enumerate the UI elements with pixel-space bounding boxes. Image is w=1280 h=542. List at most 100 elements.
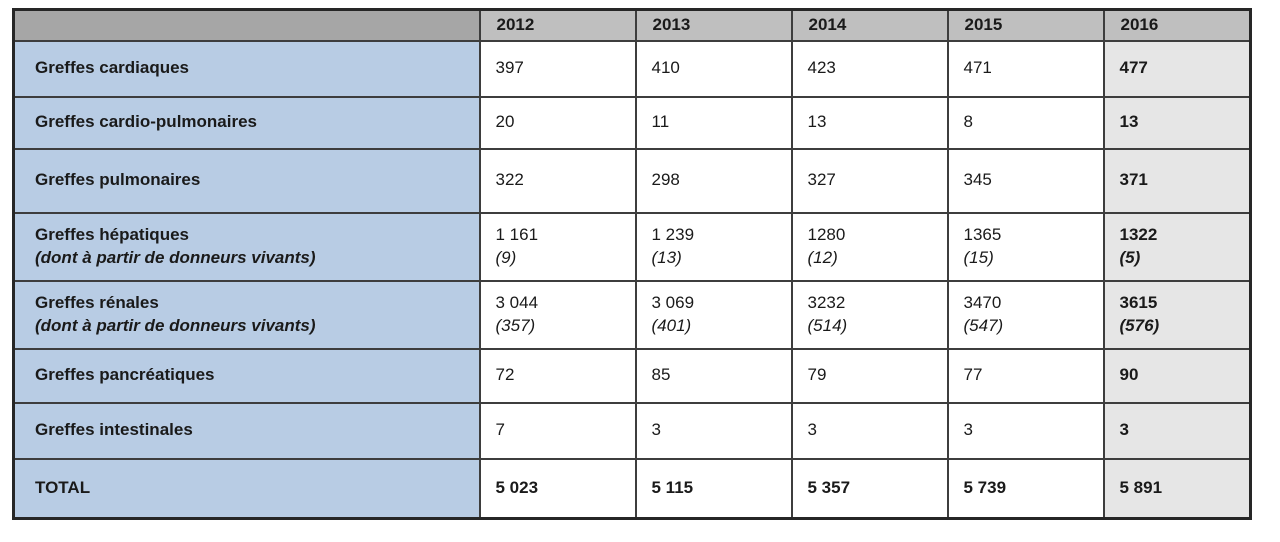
- value: 13: [807, 112, 827, 132]
- value: 85: [651, 365, 671, 385]
- row-label-cell: Greffes pulmonaires: [12, 147, 481, 214]
- value-cell: 3615 (576): [1102, 279, 1252, 350]
- row-label-cell: Greffes hépatiques (dont à partir de don…: [12, 211, 481, 282]
- value: 1 239: [651, 225, 695, 245]
- value-cell: 298: [634, 147, 793, 214]
- row-label: Greffes pancréatiques: [35, 365, 215, 385]
- value-cell: 13: [790, 95, 949, 150]
- row-label-cell: TOTAL: [12, 457, 481, 520]
- header-row: 2012 2013 2014 2015 2016: [12, 8, 1252, 42]
- row-label-cell: Greffes cardio-pulmonaires: [12, 95, 481, 150]
- row-label-cell: Greffes cardiaques: [12, 39, 481, 98]
- subvalue: (514): [807, 315, 848, 335]
- value: 11: [651, 112, 670, 132]
- value-cell: 77: [946, 347, 1105, 404]
- value-cell: 3: [790, 401, 949, 460]
- value-cell: 371: [1102, 147, 1252, 214]
- value-cell: 410: [634, 39, 793, 98]
- row-label-cell: Greffes rénales (dont à partir de donneu…: [12, 279, 481, 350]
- subvalue: (357): [495, 315, 536, 335]
- row-label-cell: Greffes pancréatiques: [12, 347, 481, 404]
- value: 327: [807, 170, 836, 190]
- value: 3: [1119, 420, 1129, 440]
- row-label: Greffes hépatiques: [35, 225, 189, 245]
- row-label: Greffes cardiaques: [35, 58, 190, 78]
- header-corner-cell: [12, 8, 481, 42]
- subvalue: (15): [963, 247, 994, 267]
- table-row-pancreatiques: Greffes pancréatiques 72 85 79 77 90: [12, 347, 1252, 404]
- value-cell: 322: [478, 147, 637, 214]
- value: 1322: [1119, 225, 1158, 245]
- row-label: TOTAL: [35, 478, 91, 498]
- value-cell: 90: [1102, 347, 1252, 404]
- value: 5 739: [963, 478, 1007, 498]
- value: 13: [1119, 112, 1139, 132]
- value: 3 044: [495, 293, 539, 313]
- row-sublabel: (dont à partir de donneurs vivants): [35, 315, 316, 335]
- value: 3 069: [651, 293, 695, 313]
- value: 8: [963, 112, 973, 132]
- value: 471: [963, 58, 992, 78]
- subvalue: (9): [495, 247, 517, 267]
- value-cell: 423: [790, 39, 949, 98]
- value-cell: 1365 (15): [946, 211, 1105, 282]
- row-label: Greffes intestinales: [35, 420, 193, 440]
- header-year-2012: 2012: [478, 8, 637, 42]
- value: 3470: [963, 293, 1002, 313]
- subvalue: (12): [807, 247, 838, 267]
- value: 3: [651, 420, 661, 440]
- value-cell: 79: [790, 347, 949, 404]
- subvalue: (5): [1119, 247, 1141, 267]
- value-cell: 3 069 (401): [634, 279, 793, 350]
- value: 397: [495, 58, 524, 78]
- value-cell: 327: [790, 147, 949, 214]
- value: 1 161: [495, 225, 539, 245]
- subvalue: (13): [651, 247, 682, 267]
- value-cell: 8: [946, 95, 1105, 150]
- value: 477: [1119, 58, 1148, 78]
- value-cell: 3 044 (357): [478, 279, 637, 350]
- value-cell: 345: [946, 147, 1105, 214]
- value-cell: 477: [1102, 39, 1252, 98]
- table-row-total: TOTAL 5 023 5 115 5 357 5 739 5 891: [12, 457, 1252, 520]
- value-cell: 471: [946, 39, 1105, 98]
- subvalue: (401): [651, 315, 692, 335]
- value-cell: 3: [946, 401, 1105, 460]
- total-value-cell: 5 115: [634, 457, 793, 520]
- value-cell: 1322 (5): [1102, 211, 1252, 282]
- value: 3232: [807, 293, 846, 313]
- row-label: Greffes cardio-pulmonaires: [35, 112, 258, 132]
- value-cell: 3: [634, 401, 793, 460]
- value: 5 023: [495, 478, 539, 498]
- value: 423: [807, 58, 836, 78]
- value-cell: 11: [634, 95, 793, 150]
- total-value-cell: 5 891: [1102, 457, 1252, 520]
- header-year-2013: 2013: [634, 8, 793, 42]
- table-row-cardiaques: Greffes cardiaques 397 410 423 471 477: [12, 39, 1252, 98]
- value-cell: 20: [478, 95, 637, 150]
- value: 298: [651, 170, 680, 190]
- value: 322: [495, 170, 524, 190]
- value: 345: [963, 170, 992, 190]
- header-year-2014: 2014: [790, 8, 949, 42]
- header-year-2016: 2016: [1102, 8, 1252, 42]
- value-cell: 1 239 (13): [634, 211, 793, 282]
- value: 5 891: [1119, 478, 1163, 498]
- table-row-cardio-pulmonaires: Greffes cardio-pulmonaires 20 11 13 8 13: [12, 95, 1252, 150]
- total-value-cell: 5 739: [946, 457, 1105, 520]
- value-cell: 7: [478, 401, 637, 460]
- value-cell: 1280 (12): [790, 211, 949, 282]
- row-sublabel: (dont à partir de donneurs vivants): [35, 247, 316, 267]
- row-label: Greffes pulmonaires: [35, 170, 201, 190]
- value: 1365: [963, 225, 1002, 245]
- header-year-2015: 2015: [946, 8, 1105, 42]
- value-cell: 397: [478, 39, 637, 98]
- total-value-cell: 5 357: [790, 457, 949, 520]
- value-cell: 3: [1102, 401, 1252, 460]
- value-cell: 3470 (547): [946, 279, 1105, 350]
- table-row-renales: Greffes rénales (dont à partir de donneu…: [12, 279, 1252, 350]
- value: 77: [963, 365, 983, 385]
- transplants-table: 2012 2013 2014 2015 2016 Greffes cardiaq…: [12, 8, 1252, 520]
- table-row-pulmonaires: Greffes pulmonaires 322 298 327 345 371: [12, 147, 1252, 214]
